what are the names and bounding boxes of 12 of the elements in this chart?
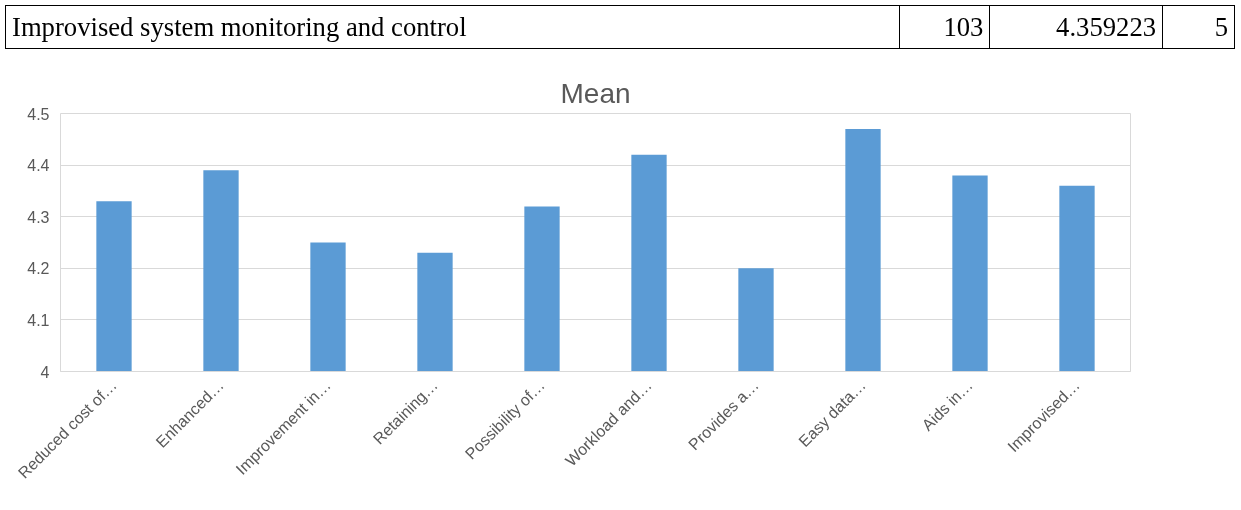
text: 5 bbox=[1162, 5, 1235, 49]
y-tick-label: 4.5 bbox=[27, 105, 50, 123]
text: Improvised system monitoring and control bbox=[5, 5, 900, 49]
y-tick-label: 4.2 bbox=[27, 260, 50, 278]
y-tick-label: 4 bbox=[40, 363, 50, 381]
y-tick-label: 4.3 bbox=[27, 208, 50, 226]
text: 103 bbox=[899, 5, 990, 49]
x-tick-label: Aids in… bbox=[918, 376, 977, 434]
y-tick-label: 4.1 bbox=[27, 311, 50, 329]
y-tick-label: 4.4 bbox=[27, 157, 50, 175]
chart-title: Mean bbox=[560, 77, 631, 109]
text: 4.359223 bbox=[989, 5, 1163, 49]
